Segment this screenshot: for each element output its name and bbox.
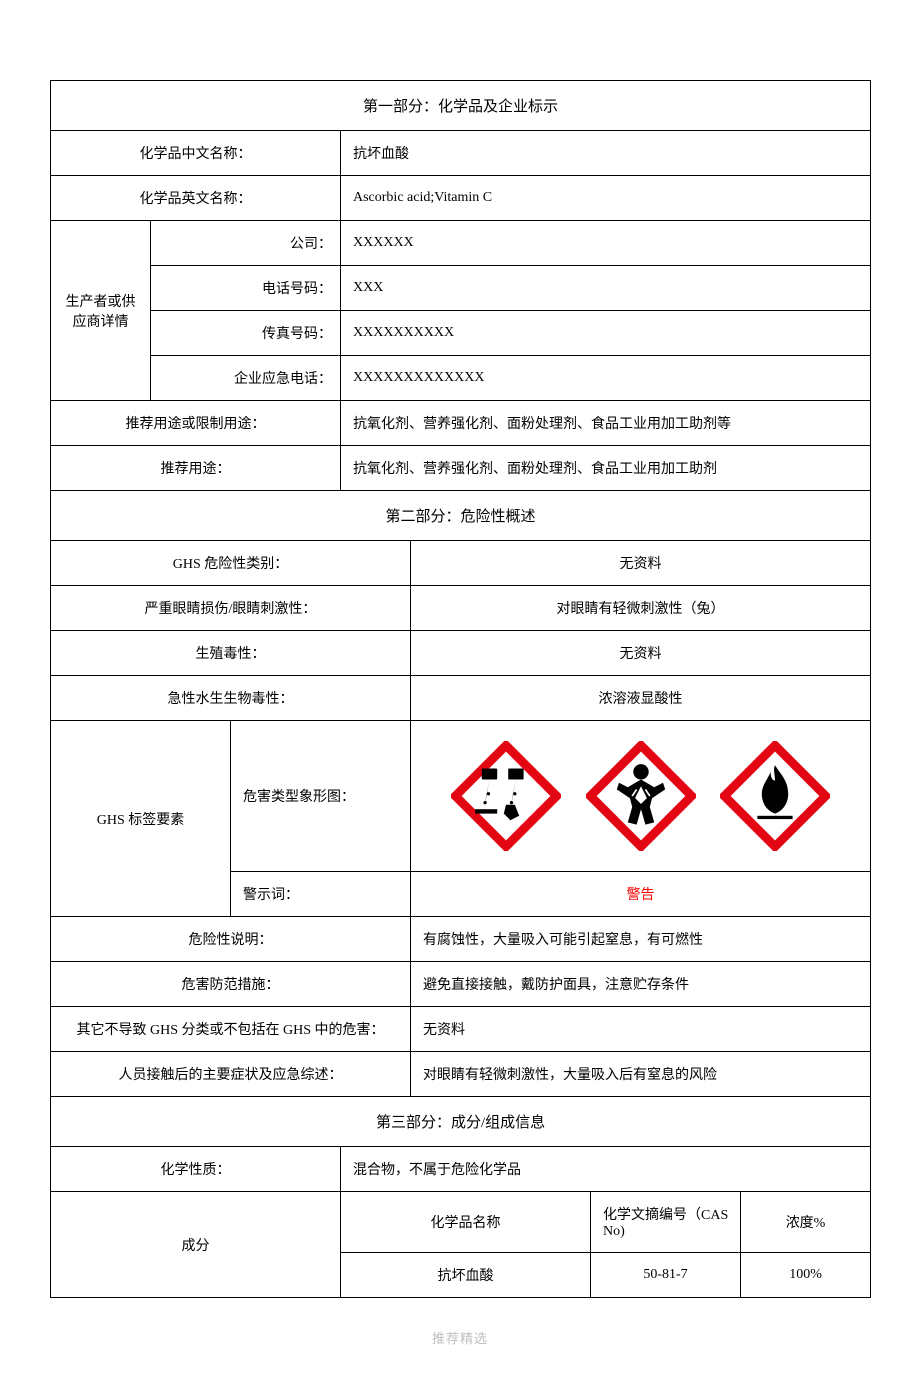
footer-text: 推荐精选 xyxy=(50,1328,870,1347)
recommended-restricted-label: 推荐用途或限制用途： xyxy=(51,401,341,446)
recommended-label: 推荐用途： xyxy=(51,446,341,491)
flame-pictogram-icon xyxy=(720,741,830,851)
col-cas: 化学文摘编号（CAS No) xyxy=(591,1192,741,1253)
col-concentration: 浓度% xyxy=(741,1192,871,1253)
emergency-value: XXXXXXXXXXXXX xyxy=(341,356,871,401)
phone-value: XXX xyxy=(341,266,871,311)
precaution-label: 危害防范措施： xyxy=(51,962,411,1007)
ghs-category-label: GHS 危险性类别： xyxy=(51,541,411,586)
reproductive-label: 生殖毒性： xyxy=(51,631,411,676)
chemical-nature-label: 化学性质： xyxy=(51,1147,341,1192)
english-name-value: Ascorbic acid;Vitamin C xyxy=(341,176,871,221)
company-value: XXXXXX xyxy=(341,221,871,266)
precaution-value: 避免直接接触，戴防护面具，注意贮存条件 xyxy=(411,962,871,1007)
section3-title: 第三部分：成分/组成信息 xyxy=(51,1097,871,1147)
eye-value: 对眼睛有轻微刺激性（兔） xyxy=(411,586,871,631)
recommended-restricted-value: 抗氧化剂、营养强化剂、面粉处理剂、食品工业用加工助剂等 xyxy=(341,401,871,446)
company-label: 公司： xyxy=(151,221,341,266)
aquatic-label: 急性水生生物毒性： xyxy=(51,676,411,721)
hazard-pictogram-label: 危害类型象形图： xyxy=(231,721,411,872)
col-name: 化学品名称 xyxy=(341,1192,591,1253)
corrosion-pictogram-icon xyxy=(451,741,561,851)
hazard-statement-label: 危险性说明： xyxy=(51,917,411,962)
symptoms-label: 人员接触后的主要症状及应急综述： xyxy=(51,1052,411,1097)
hazard-statement-value: 有腐蚀性，大量吸入可能引起窒息，有可燃性 xyxy=(411,917,871,962)
english-name-label: 化学品英文名称： xyxy=(51,176,341,221)
health-hazard-pictogram-icon xyxy=(586,741,696,851)
other-hazards-label: 其它不导致 GHS 分类或不包括在 GHS 中的危害： xyxy=(51,1007,411,1052)
chemical-nature-value: 混合物，不属于危险化学品 xyxy=(341,1147,871,1192)
ghs-category-value: 无资料 xyxy=(411,541,871,586)
fax-label: 传真号码： xyxy=(151,311,341,356)
recommended-value: 抗氧化剂、营养强化剂、面粉处理剂、食品工业用加工助剂 xyxy=(341,446,871,491)
section2-title: 第二部分：危险性概述 xyxy=(51,491,871,541)
composition-label: 成分 xyxy=(51,1192,341,1298)
row-name: 抗坏血酸 xyxy=(341,1253,591,1298)
msds-table: 第一部分：化学品及企业标示 化学品中文名称： 抗坏血酸 化学品英文名称： Asc… xyxy=(50,80,871,1298)
emergency-label: 企业应急电话： xyxy=(151,356,341,401)
ghs-label-elements-label: GHS 标签要素 xyxy=(51,721,231,917)
signal-word-value: 警告 xyxy=(411,872,871,917)
fax-value: XXXXXXXXXX xyxy=(341,311,871,356)
symptoms-value: 对眼睛有轻微刺激性，大量吸入后有窒息的风险 xyxy=(411,1052,871,1097)
other-hazards-value: 无资料 xyxy=(411,1007,871,1052)
row-cas: 50-81-7 xyxy=(591,1253,741,1298)
phone-label: 电话号码： xyxy=(151,266,341,311)
reproductive-value: 无资料 xyxy=(411,631,871,676)
eye-label: 严重眼睛损伤/眼睛刺激性： xyxy=(51,586,411,631)
pictogram-cell xyxy=(411,721,871,872)
aquatic-value: 浓溶液显酸性 xyxy=(411,676,871,721)
row-concentration: 100% xyxy=(741,1253,871,1298)
chinese-name-value: 抗坏血酸 xyxy=(341,131,871,176)
chinese-name-label: 化学品中文名称： xyxy=(51,131,341,176)
section1-title: 第一部分：化学品及企业标示 xyxy=(51,81,871,131)
supplier-label: 生产者或供应商详情 xyxy=(51,221,151,401)
signal-word-label: 警示词： xyxy=(231,872,411,917)
